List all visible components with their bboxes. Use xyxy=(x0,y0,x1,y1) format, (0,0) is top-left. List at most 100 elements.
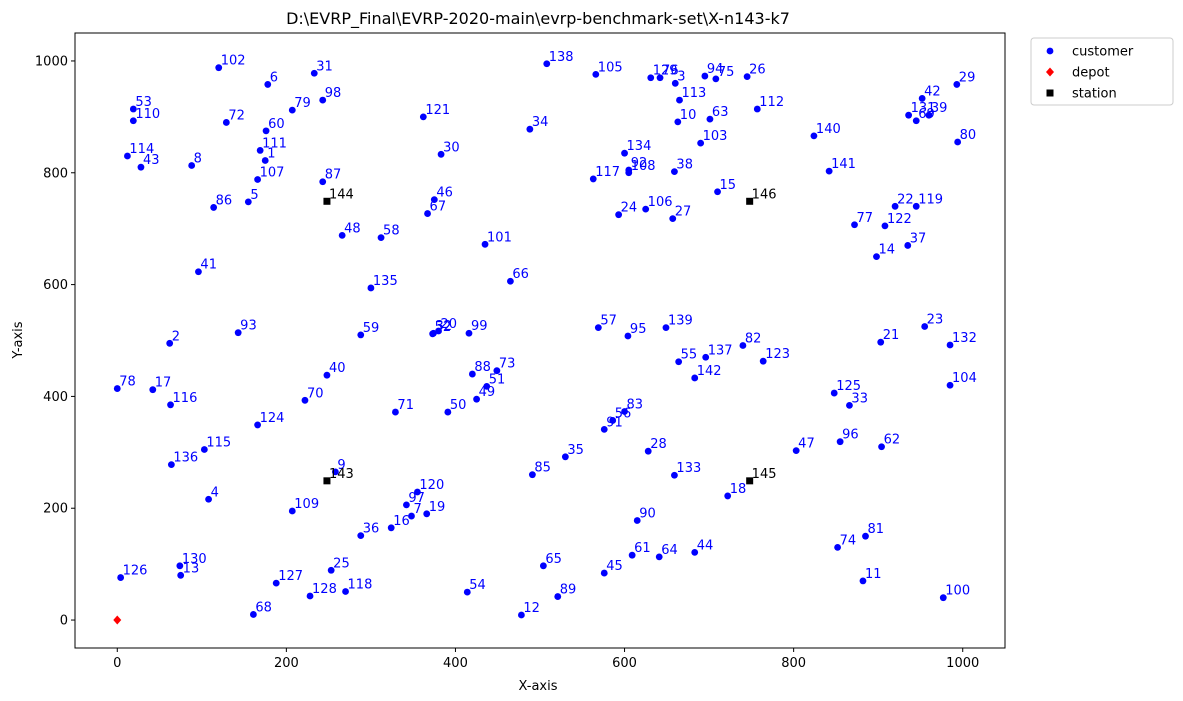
customer-point xyxy=(792,447,800,455)
customer-label: 119 xyxy=(918,192,943,207)
legend: customer depot station xyxy=(1030,37,1174,106)
legend-label: depot xyxy=(1072,66,1110,81)
customer-label: 2 xyxy=(172,329,180,344)
customer-point xyxy=(149,386,157,394)
customer-point xyxy=(367,284,375,292)
customer-label: 29 xyxy=(959,70,976,85)
customer-point xyxy=(377,234,385,242)
customer-label: 50 xyxy=(450,398,467,413)
y-axis-title: Y-axis xyxy=(11,321,26,359)
customer-label: 132 xyxy=(952,331,977,346)
customer-label: 1 xyxy=(267,146,275,161)
customer-point xyxy=(430,196,438,204)
customer-point xyxy=(430,329,437,337)
customer-point xyxy=(481,240,489,248)
legend-box xyxy=(1030,37,1174,106)
customer-label: 3 xyxy=(677,69,685,84)
customer-point xyxy=(437,150,445,158)
x-axis: 0 200 400 600 800 1000 xyxy=(113,648,979,671)
customer-label: 65 xyxy=(545,552,562,567)
customer-point xyxy=(188,162,196,169)
customer-label: 63 xyxy=(712,105,729,120)
customer-label: 40 xyxy=(329,361,346,376)
customer-label: 111 xyxy=(262,136,287,151)
customer-point xyxy=(306,592,314,600)
customer-label: 16 xyxy=(393,514,410,529)
customer-label: 6 xyxy=(270,70,278,85)
customer-label: 17 xyxy=(155,376,172,391)
customer-point xyxy=(129,105,137,113)
customer-point xyxy=(706,115,714,123)
customer-point xyxy=(117,574,125,581)
customer-label: 88 xyxy=(474,360,491,375)
customer-point xyxy=(946,381,954,389)
customer-label: 24 xyxy=(621,201,638,216)
x-tick-label: 1000 xyxy=(946,656,979,671)
y-tick-label: 800 xyxy=(43,166,68,181)
customer-point xyxy=(671,471,678,479)
legend-marker xyxy=(1046,89,1054,97)
station-point xyxy=(323,197,331,205)
customer-point xyxy=(594,324,602,332)
customer-label: 72 xyxy=(228,108,245,123)
customer-point xyxy=(463,588,471,596)
customer-label: 95 xyxy=(630,322,647,337)
customer-point xyxy=(444,408,452,416)
customer-label: 89 xyxy=(560,583,577,598)
customer-point xyxy=(810,132,818,140)
customer-point xyxy=(862,532,869,540)
customer-label: 101 xyxy=(487,230,512,245)
customer-point xyxy=(244,198,252,206)
customer-point xyxy=(830,389,838,397)
customer-label: 33 xyxy=(851,391,868,406)
customer-point xyxy=(483,382,491,390)
customer-label: 53 xyxy=(135,95,152,110)
customer-point xyxy=(319,96,327,104)
customer-label: 77 xyxy=(857,211,874,226)
customer-point xyxy=(656,74,664,82)
customer-label: 138 xyxy=(549,50,574,65)
customer-point xyxy=(912,202,920,210)
customer-label: 15 xyxy=(720,178,737,193)
customer-label: 133 xyxy=(676,461,701,476)
customer-point xyxy=(621,408,628,415)
customer-point xyxy=(262,127,270,135)
station-label: 145 xyxy=(752,467,777,482)
customer-label: 80 xyxy=(960,128,977,143)
customer-point xyxy=(327,566,335,574)
customer-point xyxy=(878,443,885,451)
customer-point xyxy=(946,341,954,349)
customer-label: 18 xyxy=(730,482,747,497)
customer-label: 43 xyxy=(143,153,160,168)
customer-label: 106 xyxy=(648,195,673,210)
customer-label: 46 xyxy=(436,186,453,201)
customer-point xyxy=(724,492,732,500)
customer-label: 47 xyxy=(798,437,815,452)
customer-point xyxy=(561,453,569,461)
y-tick-label: 1000 xyxy=(35,54,68,69)
customer-point xyxy=(859,577,867,585)
plot-area: 2456891011121314151718192021222324252627… xyxy=(74,32,1006,649)
customer-label: 51 xyxy=(489,372,506,387)
customer-point xyxy=(423,510,431,518)
customer-point xyxy=(759,357,767,365)
customer-point xyxy=(674,118,682,126)
customer-label: 38 xyxy=(676,158,693,173)
customer-point xyxy=(592,70,600,78)
customer-label: 49 xyxy=(479,385,496,400)
customer-label: 36 xyxy=(363,522,380,537)
x-tick-label: 800 xyxy=(781,656,806,671)
x-tick-label: 400 xyxy=(443,656,468,671)
customer-label: 31 xyxy=(316,59,333,74)
customer-label: 114 xyxy=(129,142,154,157)
plot-frame xyxy=(74,32,1006,649)
customer-point xyxy=(954,138,962,146)
customer-point xyxy=(342,588,349,595)
customer-point xyxy=(473,395,480,403)
customer-label: 42 xyxy=(924,84,941,99)
customer-point xyxy=(918,95,926,102)
customer-point xyxy=(628,551,636,559)
customer-label: 115 xyxy=(206,436,231,451)
customer-point xyxy=(834,543,841,551)
